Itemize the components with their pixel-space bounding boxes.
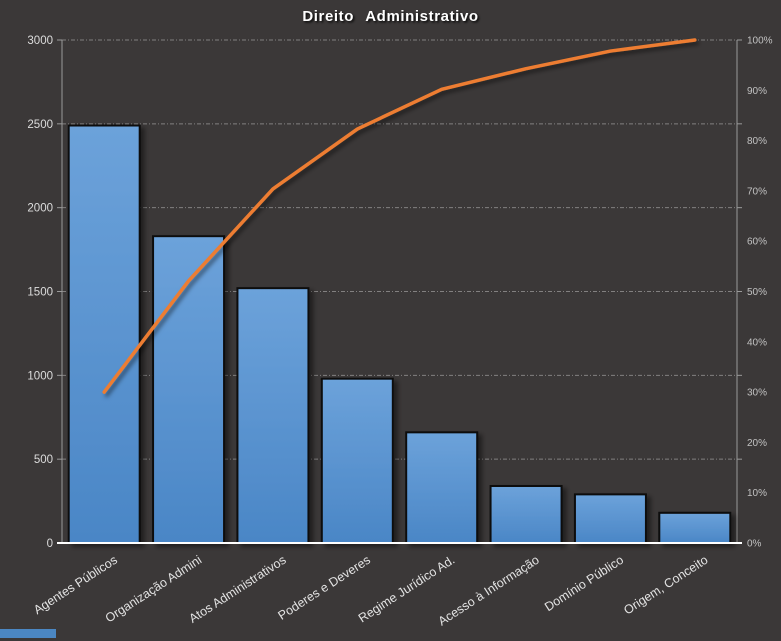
x-axis-label: Origem, Conceito <box>621 553 710 618</box>
left-axis-label: 1500 <box>27 287 53 299</box>
right-axis-label: 50% <box>747 287 767 298</box>
bar-5 <box>405 431 479 544</box>
chart-title: Direito Administrativo <box>302 8 479 25</box>
x-axis-label: Agentes Públicos <box>31 553 120 617</box>
right-axis-label: 60% <box>747 237 767 248</box>
left-axis-label: 500 <box>34 454 53 466</box>
bar-8 <box>658 511 732 545</box>
right-axis-label: 100% <box>747 36 773 47</box>
bar-3 <box>236 287 310 544</box>
right-axis-label: 0% <box>747 539 762 550</box>
left-axis-label: 2000 <box>27 203 53 215</box>
right-axis-label: 10% <box>747 488 767 499</box>
right-axis-label: 70% <box>747 186 767 197</box>
bar-6 <box>489 484 563 545</box>
left-axis-label: 1000 <box>27 370 53 382</box>
x-axis-label: Domínio Público <box>542 553 626 614</box>
left-axis-label: 0 <box>47 538 53 550</box>
right-axis-label: 80% <box>747 136 767 147</box>
bar-4 <box>320 377 394 545</box>
right-axis-label: 30% <box>747 388 767 399</box>
right-axis-label: 90% <box>747 86 767 97</box>
right-axis-label: 20% <box>747 438 767 449</box>
background-window-fragment <box>0 629 56 638</box>
bar-7 <box>573 493 647 545</box>
right-axis-label: 40% <box>747 337 767 348</box>
left-axis-label: 2500 <box>27 119 53 131</box>
bar-1 <box>67 124 141 544</box>
cumulative-line <box>102 38 697 394</box>
left-axis-label: 3000 <box>27 35 53 47</box>
